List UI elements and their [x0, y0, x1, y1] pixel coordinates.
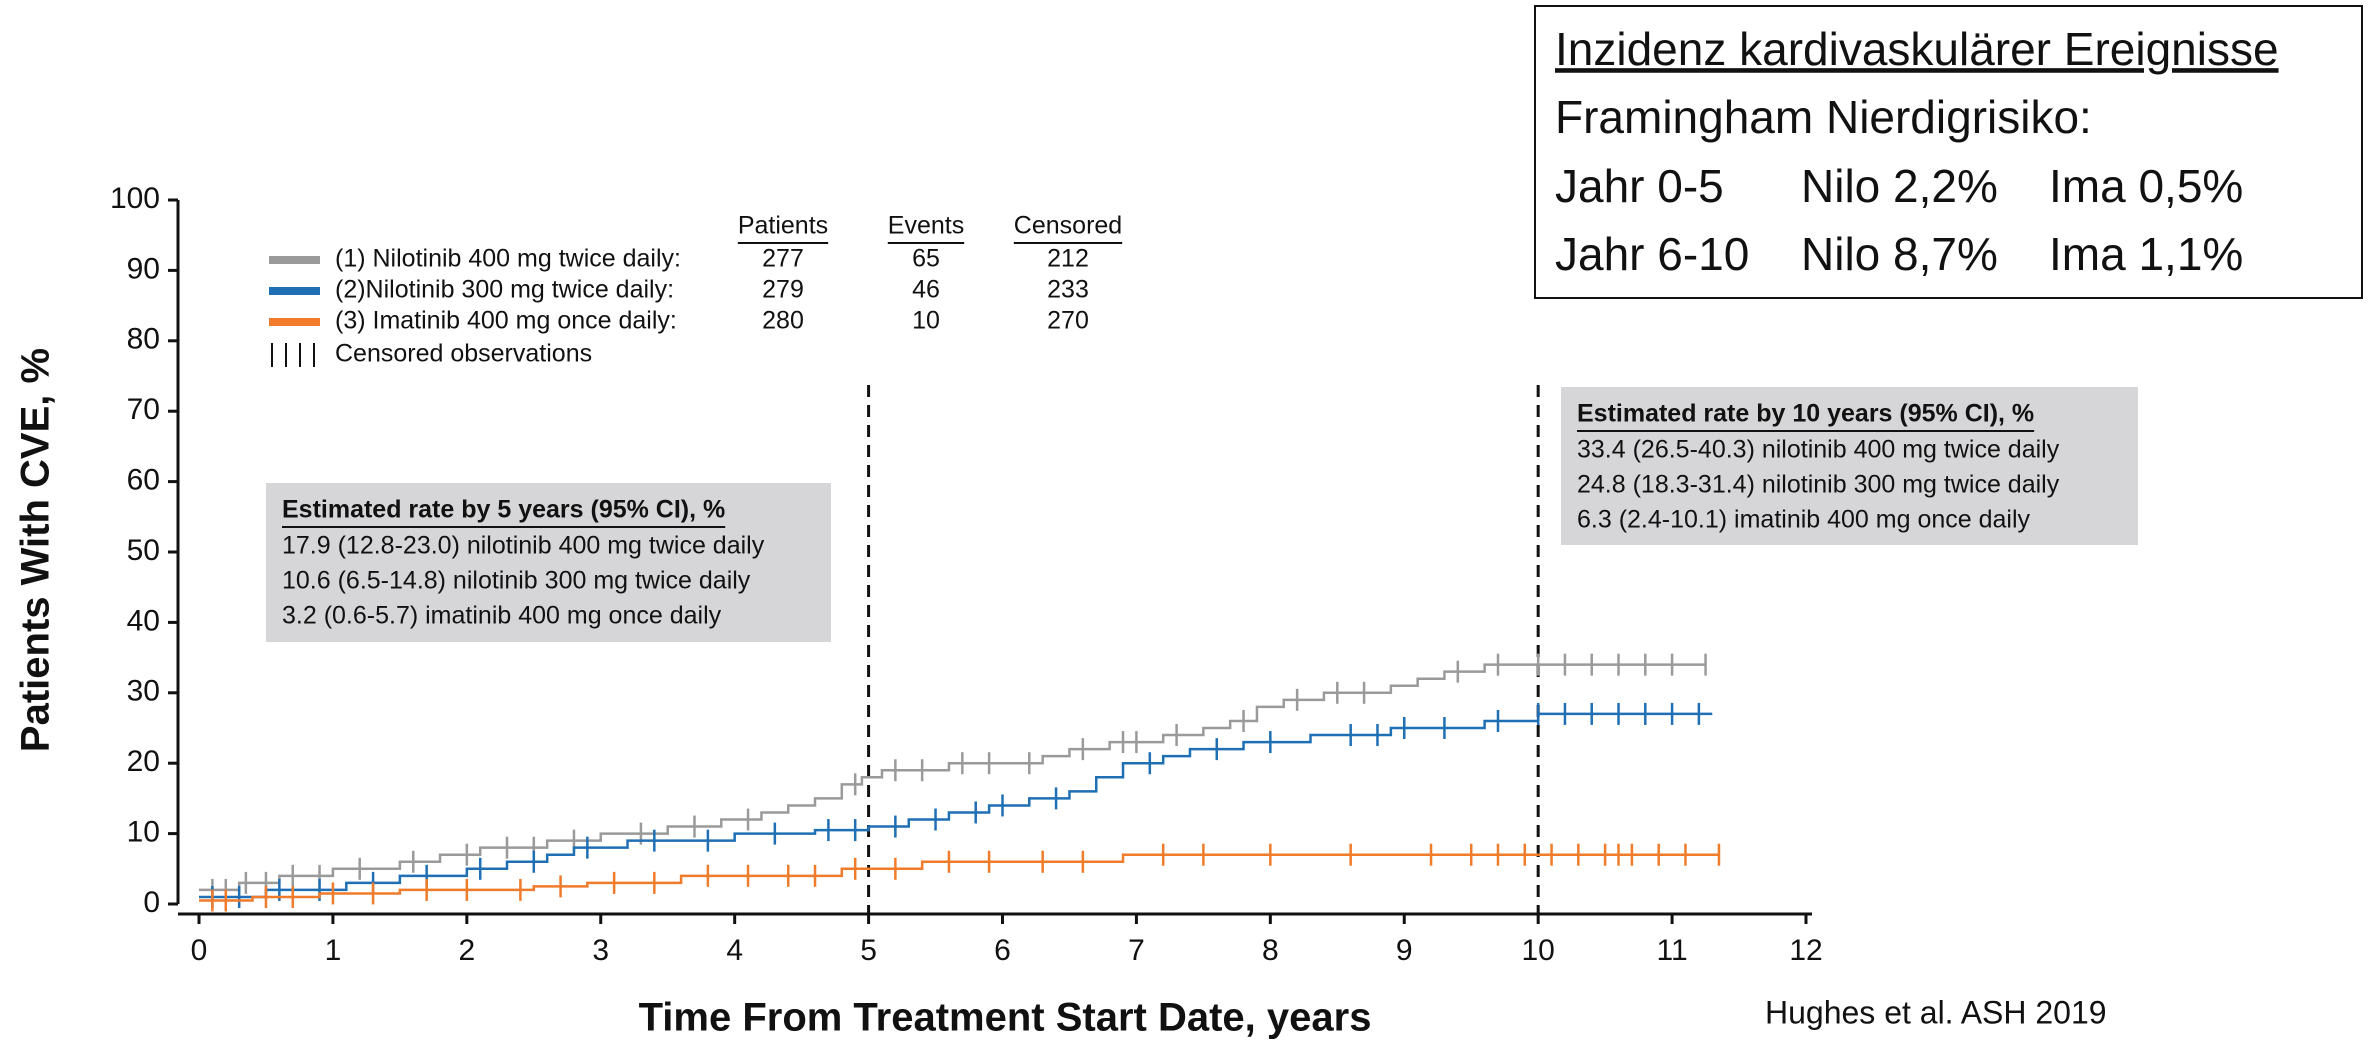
x-tick-label: 0	[191, 934, 208, 967]
table-cell: 10	[912, 307, 940, 335]
km-curve	[199, 712, 1713, 899]
annotation-title: Estimated rate by 10 years (95% CI), %	[1577, 400, 2034, 428]
annotation-title: Estimated rate by 5 years (95% CI), %	[282, 496, 725, 524]
legend-label: (2)Nilotinib 300 mg twice daily:	[335, 276, 674, 304]
info-cell: Nilo 8,7%	[1801, 228, 1998, 280]
x-tick-label: 9	[1396, 934, 1413, 967]
km-curve	[199, 663, 1706, 892]
annotation-line: 17.9 (12.8-23.0) nilotinib 400 mg twice …	[282, 532, 765, 560]
x-tick-label: 11	[1657, 934, 1688, 967]
annotation-line: 33.4 (26.5-40.3) nilotinib 400 mg twice …	[1577, 436, 2060, 464]
info-cell: Jahr 0-5	[1555, 160, 1724, 212]
table-header: Patients	[738, 212, 828, 240]
info-cell: Jahr 6-10	[1555, 228, 1749, 280]
y-tick-label: 90	[127, 252, 160, 285]
x-tick-label: 7	[1128, 934, 1145, 967]
table-cell: 270	[1047, 307, 1089, 335]
x-tick-label: 4	[726, 934, 743, 967]
y-tick-label: 40	[127, 604, 160, 637]
table-cell: 277	[762, 245, 804, 273]
info-title: Inzidenz kardivaskulärer Ereignisse	[1555, 23, 2279, 75]
legend-label: (1) Nilotinib 400 mg twice daily:	[335, 245, 681, 273]
table-header: Events	[888, 212, 964, 240]
info-subtitle: Framingham Nierdigrisiko:	[1555, 91, 2092, 143]
y-tick-label: 10	[127, 816, 160, 849]
y-tick-label: 20	[127, 745, 160, 778]
y-tick-label: 0	[143, 886, 160, 919]
x-tick-label: 3	[592, 934, 609, 967]
y-tick-label: 70	[127, 393, 160, 426]
y-tick-label: 80	[127, 323, 160, 356]
annotation-line: 6.3 (2.4-10.1) imatinib 400 mg once dail…	[1577, 506, 2031, 534]
table-cell: 279	[762, 276, 804, 304]
y-tick-label: 50	[127, 534, 160, 567]
annotation-line: 3.2 (0.6-5.7) imatinib 400 mg once daily	[282, 602, 722, 630]
x-axis-label: Time From Treatment Start Date, years	[639, 996, 1372, 1040]
info-box	[1534, 5, 2363, 299]
annotation-box	[1561, 387, 2138, 545]
annotation-line: 10.6 (6.5-14.8) nilotinib 300 mg twice d…	[282, 567, 751, 595]
x-tick-label: 5	[860, 934, 877, 967]
y-tick-label: 60	[127, 464, 160, 497]
x-tick-label: 8	[1262, 934, 1279, 967]
censor-legend-label: Censored observations	[335, 340, 592, 368]
source: Hughes et al. ASH 2019	[1765, 994, 2107, 1030]
info-cell: Nilo 2,2%	[1801, 160, 1998, 212]
x-tick-label: 2	[458, 934, 475, 967]
x-tick-label: 6	[994, 934, 1011, 967]
annotation-line: 24.8 (18.3-31.4) nilotinib 300 mg twice …	[1577, 471, 2060, 499]
info-cell: Ima 0,5%	[2049, 160, 2243, 212]
table-cell: 46	[912, 276, 940, 304]
table-cell: 65	[912, 245, 940, 273]
x-tick-label: 10	[1521, 934, 1554, 967]
table-cell: 212	[1047, 245, 1089, 273]
x-tick-label: 12	[1789, 934, 1822, 967]
y-tick-label: 30	[127, 675, 160, 708]
table-header: Censored	[1014, 212, 1122, 240]
x-tick-label: 1	[325, 934, 342, 967]
y-tick-label: 100	[110, 182, 160, 215]
info-cell: Ima 1,1%	[2049, 228, 2243, 280]
legend-label: (3) Imatinib 400 mg once daily:	[335, 307, 677, 335]
table-cell: 280	[762, 307, 804, 335]
y-axis-label: Patients With CVE, %	[14, 348, 58, 752]
annotation-box	[266, 483, 831, 642]
km-curve	[199, 853, 1719, 902]
table-cell: 233	[1047, 276, 1089, 304]
